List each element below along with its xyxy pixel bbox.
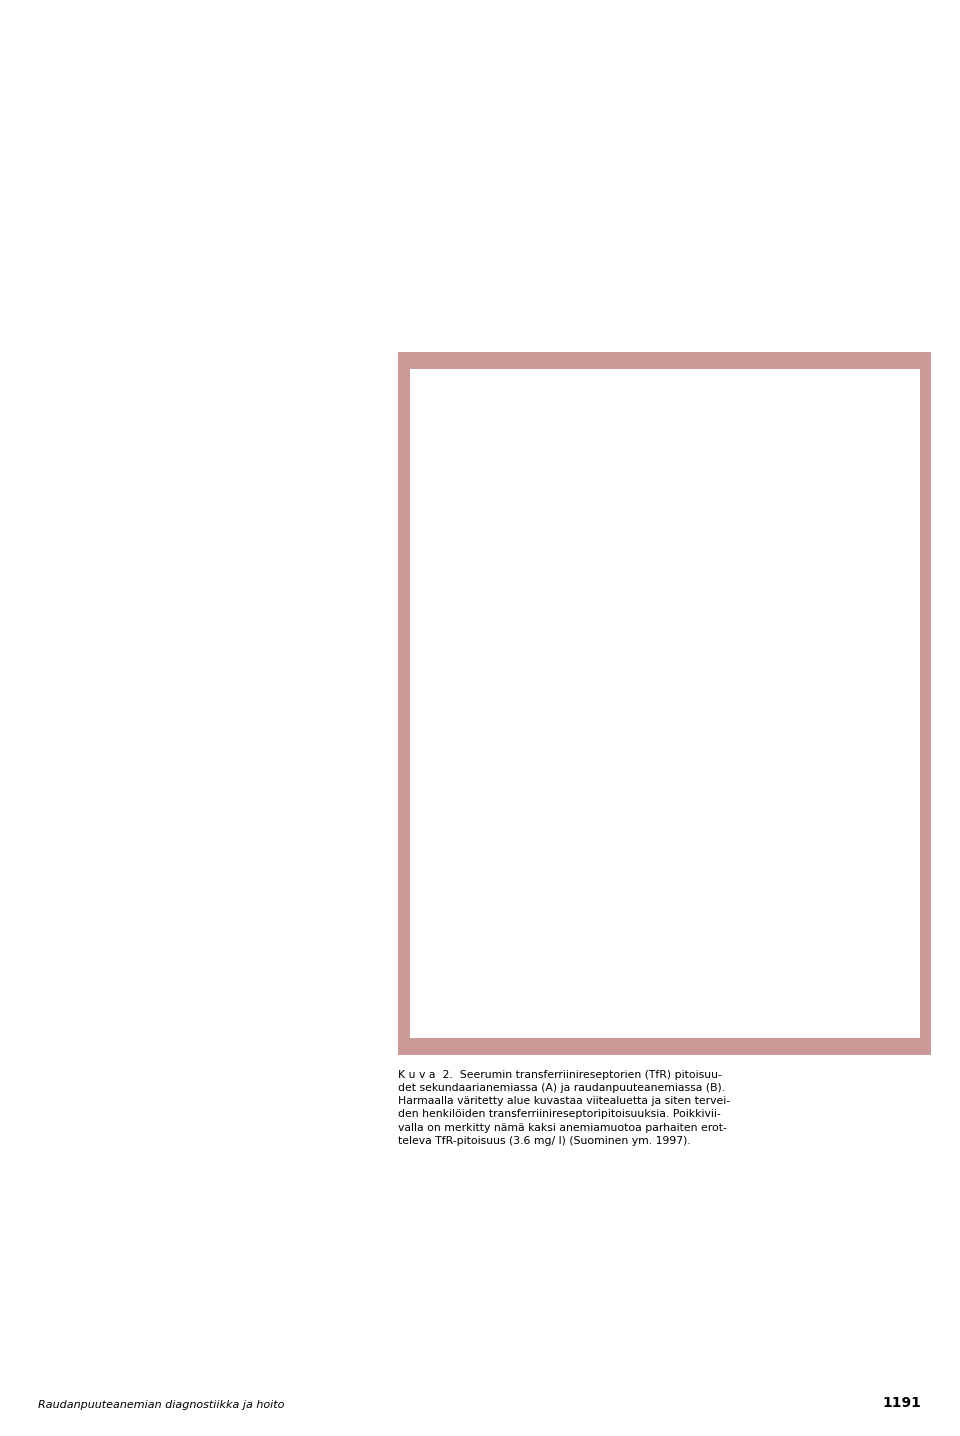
Point	[777, 434, 792, 457]
Point	[785, 540, 801, 563]
Point	[787, 651, 803, 673]
Point	[604, 767, 619, 790]
Text: K u v a  2.  Seerumin transferriinireseptorien (TfR) pitoisuu-
det sekundaariane: K u v a 2. Seerumin transferriiniresepto…	[398, 1070, 731, 1146]
Point	[773, 599, 788, 622]
Point	[563, 864, 578, 887]
Point	[787, 605, 803, 628]
Point	[820, 659, 835, 682]
Point	[556, 903, 571, 926]
Point	[794, 748, 809, 771]
Point	[556, 850, 571, 873]
Point	[578, 931, 593, 954]
Point	[768, 533, 783, 556]
Point	[794, 564, 809, 587]
Point	[599, 821, 614, 844]
Point	[593, 747, 609, 770]
Point	[811, 468, 827, 491]
Point	[611, 826, 626, 849]
Point	[599, 784, 614, 807]
Point	[801, 682, 816, 705]
Point	[811, 441, 827, 464]
Point	[588, 856, 604, 879]
Point	[816, 613, 831, 636]
Point	[566, 728, 582, 751]
Point	[811, 636, 827, 659]
Point	[595, 870, 611, 893]
Point	[794, 586, 809, 609]
Point	[777, 629, 792, 652]
Point	[561, 803, 576, 826]
Text: 1191: 1191	[883, 1396, 922, 1410]
Point	[599, 909, 614, 932]
Point	[777, 518, 792, 541]
Point	[768, 455, 783, 478]
Point	[578, 761, 593, 784]
X-axis label: Potilasryhmät: Potilasryhmät	[641, 1017, 746, 1031]
Point	[814, 688, 829, 711]
Point	[545, 796, 561, 819]
Point	[552, 757, 567, 780]
Point	[820, 554, 835, 577]
Point	[573, 808, 588, 831]
Point	[783, 460, 799, 482]
Point	[552, 880, 567, 903]
Point	[783, 620, 799, 643]
Point	[799, 464, 814, 487]
Point	[807, 477, 823, 500]
Point	[773, 671, 788, 694]
Point	[803, 547, 818, 570]
Point	[588, 886, 604, 909]
Point	[801, 609, 816, 632]
Point	[552, 834, 567, 857]
Text: Raudanpuuteanemian diagnostiikka ja hoito: Raudanpuuteanemian diagnostiikka ja hoit…	[38, 1400, 285, 1410]
Point	[781, 472, 797, 495]
Point	[563, 742, 578, 765]
Point	[578, 830, 593, 853]
Y-axis label: Pitoisuus (mg/l): Pitoisuus (mg/l)	[431, 639, 444, 747]
Point	[768, 643, 783, 666]
Point	[556, 777, 571, 800]
Point	[823, 691, 838, 714]
Point	[588, 732, 604, 755]
Point	[595, 841, 611, 864]
Point	[811, 524, 827, 547]
Point	[777, 704, 792, 727]
Point	[787, 676, 803, 699]
Bar	[477, 751, 910, 981]
Point	[811, 711, 827, 734]
Point	[569, 837, 585, 860]
Point	[588, 816, 604, 839]
